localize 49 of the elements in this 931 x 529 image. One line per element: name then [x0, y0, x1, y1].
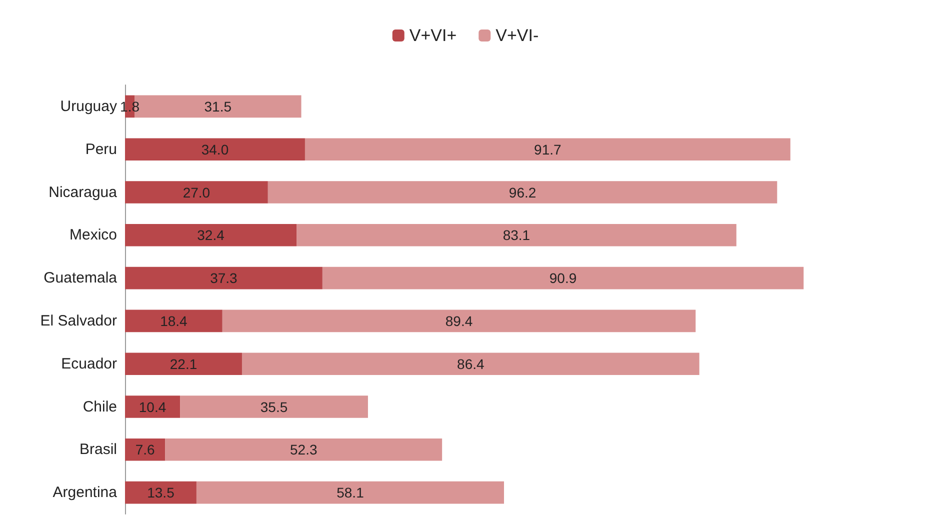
y-tick-label: Ecuador — [61, 355, 117, 372]
data-label: 58.1 — [336, 484, 364, 501]
bar — [304, 138, 790, 161]
data-label: 52.3 — [290, 442, 318, 458]
y-tick-label: Mexico — [69, 226, 117, 244]
data-label: 34.0 — [201, 141, 229, 158]
data-label: 91.7 — [534, 141, 562, 158]
bar — [125, 481, 196, 504]
bar — [222, 310, 696, 332]
bar — [125, 396, 180, 418]
bar — [196, 481, 504, 504]
y-tick-label: Uruguay — [60, 98, 118, 115]
bar — [125, 266, 322, 290]
y-tick-label: Argentina — [52, 484, 118, 502]
data-label: 37.3 — [210, 270, 238, 286]
legend-label: V+VI+ — [409, 26, 457, 45]
bar — [125, 181, 268, 204]
data-label: 13.5 — [147, 484, 175, 501]
y-tick-label: Guatemala — [44, 270, 118, 287]
data-label: 32.4 — [197, 227, 225, 244]
legend-label: V+VI- — [496, 26, 539, 45]
bar — [125, 138, 305, 161]
data-label: 96.2 — [508, 184, 536, 200]
data-label: 7.6 — [135, 442, 156, 458]
y-tick-label: El Salvador — [40, 312, 117, 330]
bar — [180, 396, 368, 418]
data-label: 10.4 — [138, 398, 166, 415]
bar — [242, 352, 700, 376]
bar — [125, 224, 297, 246]
y-tick-label: Peru — [85, 140, 117, 158]
bar — [125, 438, 166, 461]
data-label: 18.4 — [160, 312, 188, 329]
bar — [296, 224, 736, 246]
data-label: 27.0 — [182, 184, 210, 200]
bar — [125, 352, 242, 376]
data-label: 86.4 — [457, 356, 484, 372]
y-tick-label: Chile — [82, 398, 117, 416]
data-label: 83.1 — [502, 227, 530, 244]
y-tick-label: Brasil — [79, 441, 117, 458]
bar — [268, 181, 778, 204]
data-label: 89.4 — [445, 312, 473, 329]
data-label: 90.9 — [549, 270, 577, 286]
bar — [125, 310, 222, 332]
data-label: 22.1 — [170, 356, 198, 372]
y-tick-label: Nicaragua — [48, 184, 118, 201]
bar — [322, 266, 804, 290]
data-label: 35.5 — [260, 398, 288, 415]
data-label: 31.5 — [204, 98, 232, 114]
bar — [165, 438, 442, 461]
